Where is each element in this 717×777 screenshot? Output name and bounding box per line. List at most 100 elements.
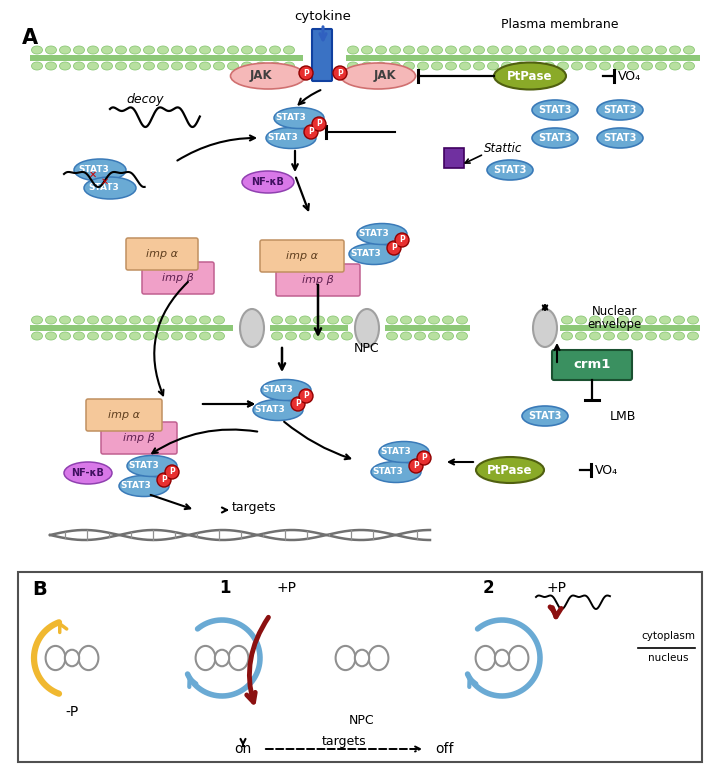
FancyBboxPatch shape [126, 238, 198, 270]
Ellipse shape [199, 332, 211, 340]
Ellipse shape [32, 62, 42, 70]
Ellipse shape [597, 128, 643, 148]
Ellipse shape [255, 62, 267, 70]
Circle shape [299, 66, 313, 80]
Ellipse shape [417, 46, 429, 54]
Ellipse shape [272, 332, 282, 340]
Ellipse shape [300, 316, 310, 324]
Ellipse shape [379, 441, 429, 462]
Text: STAT3: STAT3 [267, 134, 298, 142]
Ellipse shape [361, 46, 373, 54]
Text: ✕: ✕ [101, 177, 109, 187]
Ellipse shape [404, 62, 414, 70]
Ellipse shape [171, 332, 183, 340]
Ellipse shape [102, 316, 113, 324]
Ellipse shape [74, 46, 85, 54]
Ellipse shape [355, 309, 379, 347]
Ellipse shape [102, 46, 113, 54]
FancyBboxPatch shape [86, 399, 162, 431]
Ellipse shape [401, 332, 412, 340]
Ellipse shape [432, 46, 442, 54]
Bar [385, 325, 470, 331]
Ellipse shape [494, 62, 566, 89]
Text: JAK: JAK [374, 69, 397, 82]
Ellipse shape [158, 316, 168, 324]
Text: targets: targets [322, 734, 366, 747]
Text: STAT3: STAT3 [528, 411, 561, 421]
Ellipse shape [604, 332, 614, 340]
Ellipse shape [561, 316, 572, 324]
Text: STAT3: STAT3 [493, 165, 527, 175]
Text: ✕: ✕ [89, 170, 97, 180]
Text: decoy: decoy [126, 92, 163, 106]
Text: STAT3: STAT3 [275, 113, 306, 123]
Text: VO₄: VO₄ [618, 69, 641, 82]
Ellipse shape [84, 177, 136, 199]
Ellipse shape [642, 46, 652, 54]
Ellipse shape [543, 46, 554, 54]
Ellipse shape [158, 46, 168, 54]
Ellipse shape [341, 332, 353, 340]
Ellipse shape [445, 62, 457, 70]
Ellipse shape [617, 316, 629, 324]
Ellipse shape [442, 332, 453, 340]
Ellipse shape [642, 62, 652, 70]
Ellipse shape [445, 46, 457, 54]
Ellipse shape [670, 62, 680, 70]
Ellipse shape [227, 62, 239, 70]
Ellipse shape [313, 332, 325, 340]
Ellipse shape [571, 62, 582, 70]
Text: Plasma membrane: Plasma membrane [501, 18, 619, 31]
Ellipse shape [74, 159, 126, 181]
Text: crm1: crm1 [574, 358, 611, 371]
Text: envelope: envelope [588, 318, 642, 331]
Ellipse shape [589, 316, 601, 324]
Ellipse shape [143, 332, 154, 340]
Ellipse shape [199, 46, 211, 54]
Ellipse shape [655, 62, 667, 70]
Ellipse shape [432, 62, 442, 70]
Ellipse shape [143, 316, 154, 324]
Ellipse shape [561, 332, 572, 340]
Ellipse shape [571, 46, 582, 54]
Bar [346, 55, 700, 61]
Ellipse shape [336, 646, 356, 670]
Ellipse shape [688, 332, 698, 340]
Ellipse shape [457, 332, 467, 340]
Ellipse shape [386, 332, 397, 340]
Ellipse shape [60, 316, 70, 324]
Ellipse shape [65, 650, 79, 666]
Text: PtPase: PtPase [507, 69, 553, 82]
Bar [270, 325, 348, 331]
Ellipse shape [389, 46, 401, 54]
Ellipse shape [473, 46, 485, 54]
Ellipse shape [371, 462, 421, 483]
Ellipse shape [632, 316, 642, 324]
Ellipse shape [214, 332, 224, 340]
Ellipse shape [158, 62, 168, 70]
Ellipse shape [171, 46, 183, 54]
Text: P: P [169, 468, 175, 476]
FancyBboxPatch shape [101, 422, 177, 454]
Text: P: P [391, 243, 397, 253]
Ellipse shape [488, 62, 498, 70]
Text: NPC: NPC [349, 713, 375, 726]
Text: P: P [303, 68, 309, 78]
Ellipse shape [533, 309, 557, 347]
Ellipse shape [240, 309, 264, 347]
Text: +P: +P [276, 581, 296, 595]
Ellipse shape [64, 462, 112, 484]
Ellipse shape [127, 455, 177, 476]
Text: STAT3: STAT3 [358, 229, 389, 239]
Ellipse shape [460, 46, 470, 54]
Ellipse shape [285, 332, 297, 340]
Text: STAT3: STAT3 [603, 105, 637, 115]
Text: imp β: imp β [123, 433, 155, 443]
Ellipse shape [442, 316, 453, 324]
Ellipse shape [389, 62, 401, 70]
Ellipse shape [171, 62, 183, 70]
Text: STAT3: STAT3 [120, 482, 151, 490]
Ellipse shape [487, 160, 533, 180]
Text: Nuclear: Nuclear [592, 305, 637, 318]
Ellipse shape [115, 46, 126, 54]
